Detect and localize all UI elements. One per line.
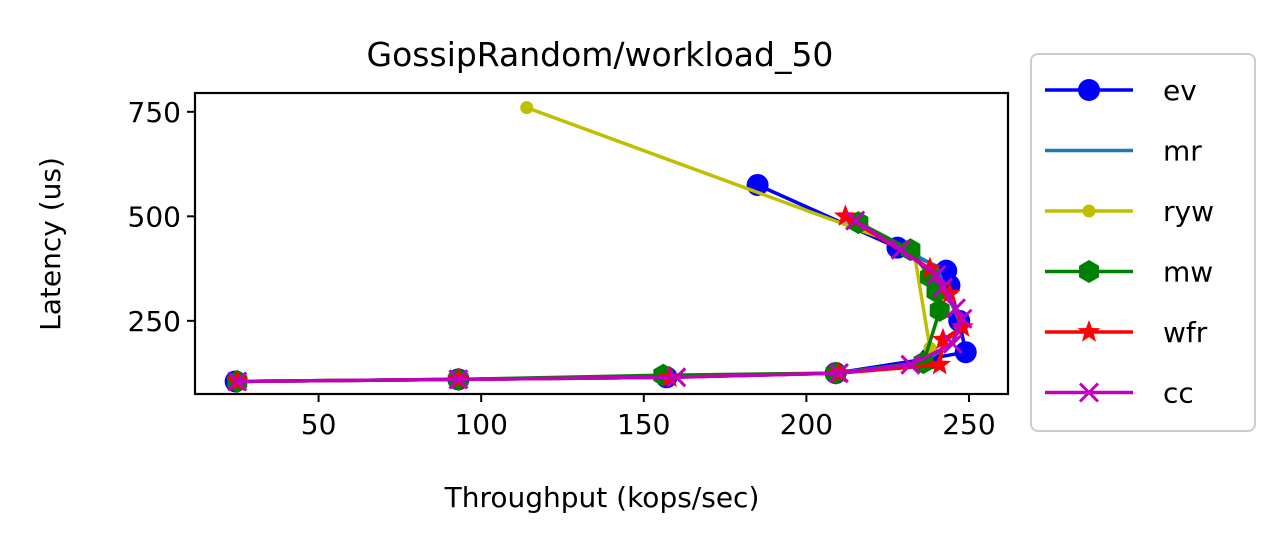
legend-entry-ryw: ryw [1045, 195, 1214, 228]
y-tick-label: 500 [128, 200, 181, 233]
legend-entry-wfr: wfr [1045, 316, 1208, 349]
legend-entry-mw: mw [1045, 256, 1213, 289]
x-axis: 50 100 150 200 250 [301, 394, 996, 441]
legend-entry-ev: ev [1045, 74, 1197, 107]
x-tick-label: 200 [780, 408, 833, 441]
legend: ev mr ryw mw wfr cc [1030, 53, 1256, 432]
x-tick-label: 50 [301, 408, 337, 441]
legend-entry-cc: cc [1045, 377, 1194, 410]
data-point-cc [932, 277, 954, 298]
data-point-ryw [520, 101, 534, 115]
data-point-wfr [928, 352, 952, 375]
legend-label-cc: cc [1163, 377, 1194, 410]
legend-marker-mw [1079, 260, 1099, 283]
data-point-mw [929, 298, 950, 322]
legend-entry-mr: mr [1045, 135, 1202, 168]
data-point-cc [666, 367, 687, 388]
data-point-cc [926, 264, 947, 285]
series-cc [227, 210, 973, 392]
plot-frame [193, 91, 1010, 396]
x-tick-label: 100 [454, 408, 507, 441]
y-tick-label: 250 [128, 305, 181, 338]
x-tick-label: 250 [942, 408, 995, 441]
data-point-cc [828, 363, 849, 384]
data-point-cc [952, 308, 973, 329]
legend-marker-cc [1078, 382, 1100, 403]
data-point-ev [954, 341, 977, 364]
legend-entries: ev mr ryw mw wfr cc [1045, 74, 1214, 410]
legend-marker-wfr [1077, 320, 1101, 342]
y-tick-label: 750 [128, 96, 181, 129]
data-point-cc [945, 298, 967, 319]
plot-area [224, 101, 977, 393]
data-point-cc [448, 369, 469, 390]
data-point-wfr [833, 204, 857, 227]
x-tick-label: 150 [617, 408, 670, 441]
legend-label-wfr: wfr [1163, 316, 1208, 349]
data-point-cc [227, 371, 248, 392]
data-point-cc [845, 210, 866, 231]
data-point-cc [900, 354, 921, 375]
legend-label-ev: ev [1163, 74, 1197, 107]
legend-box [1030, 53, 1256, 432]
x-axis-label: Throughput (kops/sec) [444, 481, 760, 514]
data-point-wfr [951, 315, 974, 337]
y-axis-label: Latency (us) [34, 157, 67, 331]
y-axis: 250 500 750 [128, 96, 195, 338]
legend-marker-ev [1078, 79, 1100, 101]
data-point-cc [942, 333, 963, 354]
legend-label-ryw: ryw [1163, 195, 1214, 228]
data-point-wfr [931, 327, 955, 350]
data-point-cc [890, 239, 911, 260]
legend-label-mw: mw [1163, 256, 1213, 289]
chart-title: GossipRandom/workload_50 [367, 35, 834, 74]
legend-label-mr: mr [1163, 135, 1202, 168]
legend-marker-ryw [1082, 204, 1096, 218]
